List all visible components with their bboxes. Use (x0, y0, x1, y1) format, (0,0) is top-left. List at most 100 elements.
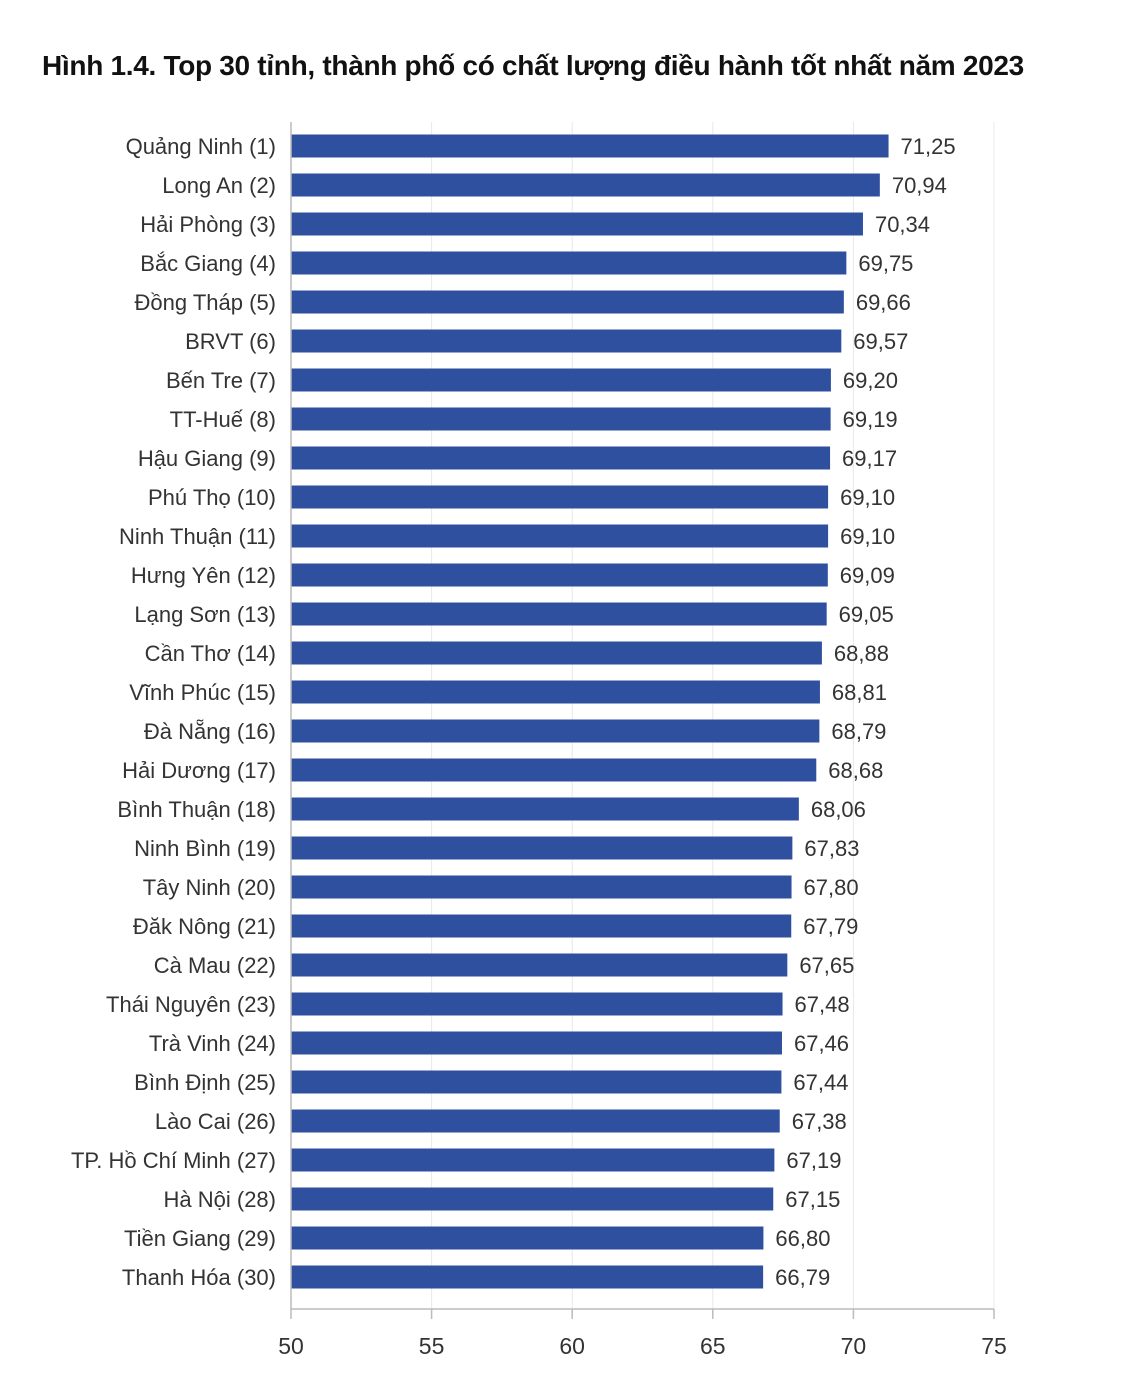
data-label: 67,48 (795, 992, 850, 1017)
category-labels: Quảng Ninh (1) Long An (2) Hải Phòng (3) Bắ… (71, 134, 276, 1290)
x-tick-label: 65 (700, 1333, 726, 1359)
category-label: TT-Huế (8) (170, 407, 276, 432)
bar (291, 329, 842, 353)
category-label: Bình Định (25) (134, 1070, 276, 1095)
bar (291, 212, 863, 236)
data-label: 67,19 (786, 1148, 841, 1173)
x-tick-label: 70 (841, 1333, 867, 1359)
bar (291, 524, 829, 548)
data-label: 68,68 (828, 758, 883, 783)
category-label: Bến Tre (7) (166, 368, 276, 393)
bar (291, 1070, 782, 1094)
data-label: 67,80 (804, 875, 859, 900)
bar (291, 602, 827, 626)
bar (291, 134, 889, 158)
data-label: 67,44 (793, 1070, 848, 1095)
bar (291, 914, 792, 938)
category-label: Vĩnh Phúc (15) (129, 680, 276, 705)
data-label: 69,09 (840, 563, 895, 588)
bar (291, 446, 831, 470)
bar (291, 368, 831, 392)
category-label: Hải Phòng (3) (140, 212, 276, 237)
bar (291, 563, 828, 587)
category-label: Lạng Sơn (13) (134, 602, 276, 627)
data-label: 68,79 (831, 719, 886, 744)
bar (291, 407, 831, 431)
category-label: Thanh Hóa (30) (122, 1265, 276, 1290)
data-label: 67,38 (792, 1109, 847, 1134)
category-label: Quảng Ninh (1) (126, 134, 276, 159)
category-label: Hậu Giang (9) (138, 446, 276, 471)
category-label: Đà Nẵng (16) (144, 719, 276, 744)
category-label: Trà Vinh (24) (149, 1031, 276, 1056)
data-label: 67,65 (799, 953, 854, 978)
bar (291, 1148, 775, 1172)
bar (291, 1265, 764, 1289)
category-label: Hà Nội (28) (164, 1187, 276, 1212)
data-label: 69,17 (842, 446, 897, 471)
x-axis: 50 55 60 65 70 75 (278, 122, 1007, 1359)
data-label: 69,75 (858, 251, 913, 276)
data-label: 67,46 (794, 1031, 849, 1056)
category-label: Ninh Thuận (11) (119, 524, 276, 549)
x-tick-label: 50 (278, 1333, 304, 1359)
bar (291, 1031, 782, 1055)
chart-title: Hình 1.4. Top 30 tỉnh, thành phố có chất… (42, 50, 1024, 81)
bar (291, 797, 799, 821)
data-label: 69,05 (839, 602, 894, 627)
category-label: Bắc Giang (4) (140, 251, 276, 276)
bars (291, 134, 889, 1289)
data-label: 68,81 (832, 680, 887, 705)
value-labels: 71,25 70,94 70,34 69,75 69,66 69,57 69,20 69,19… (775, 134, 955, 1290)
bar (291, 1226, 764, 1250)
category-label: Đồng Tháp (5) (135, 290, 276, 315)
data-label: 67,15 (785, 1187, 840, 1212)
x-tick-label: 75 (981, 1333, 1007, 1359)
category-label: Đăk Nông (21) (133, 914, 276, 939)
category-label: Hưng Yên (12) (131, 563, 276, 588)
data-label: 69,20 (843, 368, 898, 393)
category-label: Tây Ninh (20) (143, 875, 276, 900)
bar (291, 173, 880, 197)
category-label: Hải Dương (17) (122, 758, 276, 783)
bar (291, 485, 829, 509)
bar (291, 251, 847, 275)
bar (291, 1109, 780, 1133)
category-label: Cà Mau (22) (154, 953, 276, 978)
data-label: 68,06 (811, 797, 866, 822)
data-label: 70,94 (892, 173, 947, 198)
data-label: 69,10 (840, 524, 895, 549)
data-label: 66,79 (775, 1265, 830, 1290)
category-label: Bình Thuận (18) (117, 797, 276, 822)
category-label: Thái Nguyên (23) (106, 992, 276, 1017)
bar (291, 875, 792, 899)
data-label: 68,88 (834, 641, 889, 666)
category-label: TP. Hồ Chí Minh (27) (71, 1148, 276, 1173)
category-label: Lào Cai (26) (155, 1109, 276, 1134)
bar (291, 719, 820, 743)
bar (291, 1187, 774, 1211)
category-label: Cần Thơ (14) (145, 641, 276, 666)
category-label: BRVT (6) (185, 329, 276, 354)
bar (291, 758, 817, 782)
x-tick-label: 55 (419, 1333, 445, 1359)
data-label: 66,80 (775, 1226, 830, 1251)
x-tick-label: 60 (559, 1333, 585, 1359)
data-label: 67,83 (804, 836, 859, 861)
data-label: 69,10 (840, 485, 895, 510)
data-label: 67,79 (803, 914, 858, 939)
category-label: Long An (2) (162, 173, 276, 198)
category-label: Tiền Giang (29) (124, 1226, 276, 1251)
bar (291, 680, 820, 704)
data-label: 71,25 (901, 134, 956, 159)
data-label: 70,34 (875, 212, 930, 237)
data-label: 69,19 (843, 407, 898, 432)
category-label: Phú Thọ (10) (148, 485, 276, 510)
bar (291, 953, 788, 977)
bar (291, 836, 793, 860)
bar (291, 290, 844, 314)
bar (291, 641, 822, 665)
data-label: 69,57 (853, 329, 908, 354)
bar (291, 992, 783, 1016)
